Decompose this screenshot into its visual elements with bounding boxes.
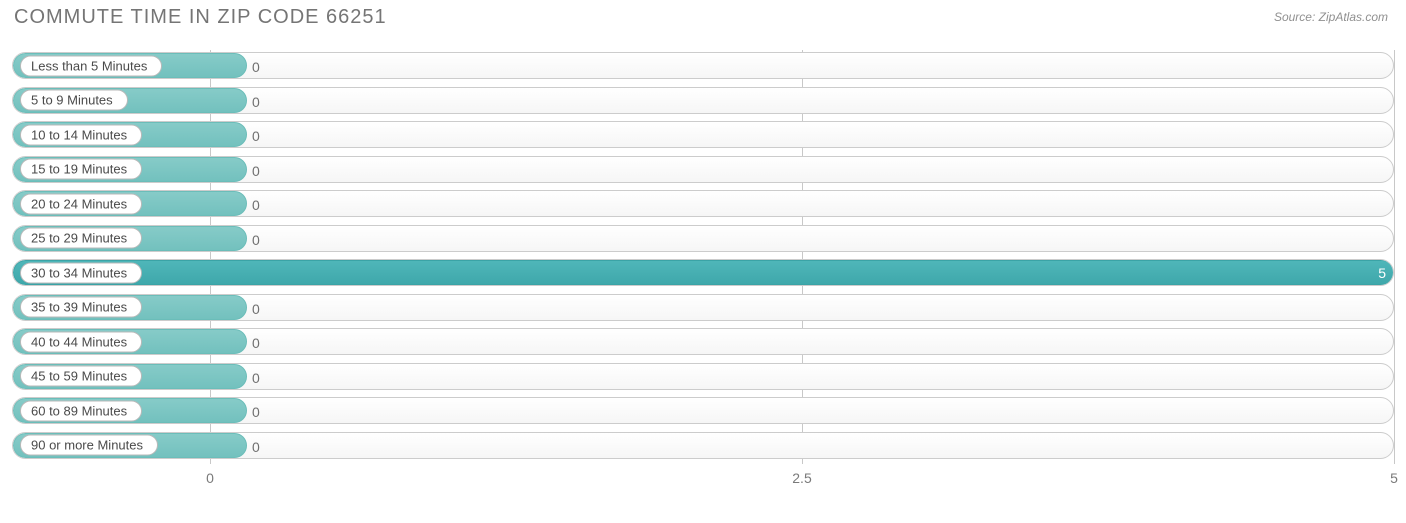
category-pill: 90 or more Minutes	[20, 435, 158, 456]
bar-row: 35 to 39 Minutes 0	[12, 292, 1394, 327]
bar-track: 90 or more Minutes	[12, 432, 1394, 459]
bar-value-label: 5	[1378, 265, 1386, 281]
bar-track: 35 to 39 Minutes	[12, 294, 1394, 321]
bar-fill: 5	[13, 260, 1394, 285]
bar-track: 45 to 59 Minutes	[12, 363, 1394, 390]
chart-title: COMMUTE TIME IN ZIP CODE 66251	[14, 6, 387, 29]
bar-row: 60 to 89 Minutes 0	[12, 395, 1394, 430]
bar-track: Less than 5 Minutes	[12, 52, 1394, 79]
bar-row: 5 to 9 Minutes 0	[12, 85, 1394, 120]
bar-track: 20 to 24 Minutes	[12, 190, 1394, 217]
chart-source: Source: ZipAtlas.com	[1274, 6, 1388, 24]
bar-value-label: 0	[252, 301, 260, 317]
x-tick-label: 2.5	[792, 470, 811, 486]
bar-track: 25 to 29 Minutes	[12, 225, 1394, 252]
bar-value-label: 0	[252, 232, 260, 248]
x-axis: 02.55	[12, 464, 1394, 494]
category-pill: Less than 5 Minutes	[20, 55, 162, 76]
bar-value-label: 0	[252, 197, 260, 213]
bar-row: 25 to 29 Minutes 0	[12, 223, 1394, 258]
chart-container: COMMUTE TIME IN ZIP CODE 66251 Source: Z…	[0, 0, 1406, 523]
bar-track: 40 to 44 Minutes	[12, 328, 1394, 355]
bar-row: 15 to 19 Minutes 0	[12, 154, 1394, 189]
bar-row: Less than 5 Minutes 0	[12, 50, 1394, 85]
category-pill: 45 to 59 Minutes	[20, 366, 142, 387]
chart-header: COMMUTE TIME IN ZIP CODE 66251 Source: Z…	[0, 6, 1406, 42]
bar-track: 15 to 19 Minutes	[12, 156, 1394, 183]
bar-value-label: 0	[252, 439, 260, 455]
bar-value-label: 0	[252, 335, 260, 351]
category-pill: 60 to 89 Minutes	[20, 400, 142, 421]
category-pill: 35 to 39 Minutes	[20, 297, 142, 318]
category-pill: 40 to 44 Minutes	[20, 331, 142, 352]
x-tick-label: 5	[1390, 470, 1398, 486]
bar-row: 45 to 59 Minutes 0	[12, 361, 1394, 396]
category-pill: 5 to 9 Minutes	[20, 90, 128, 111]
x-tick-label: 0	[206, 470, 214, 486]
bar-track: 10 to 14 Minutes	[12, 121, 1394, 148]
category-pill: 25 to 29 Minutes	[20, 228, 142, 249]
category-pill: 20 to 24 Minutes	[20, 193, 142, 214]
bar-value-label: 0	[252, 404, 260, 420]
bar-row: 5 30 to 34 Minutes	[12, 257, 1394, 292]
bar-track: 60 to 89 Minutes	[12, 397, 1394, 424]
gridline	[1394, 50, 1395, 464]
bar-value-label: 0	[252, 59, 260, 75]
bar-track: 5 to 9 Minutes	[12, 87, 1394, 114]
bar-row: 10 to 14 Minutes 0	[12, 119, 1394, 154]
bar-value-label: 0	[252, 128, 260, 144]
bar-value-label: 0	[252, 370, 260, 386]
category-pill: 30 to 34 Minutes	[20, 262, 142, 283]
bars-region: Less than 5 Minutes05 to 9 Minutes010 to…	[12, 50, 1394, 464]
category-pill: 10 to 14 Minutes	[20, 124, 142, 145]
plot-area: Less than 5 Minutes05 to 9 Minutes010 to…	[12, 50, 1394, 494]
bar-value-label: 0	[252, 163, 260, 179]
bar-track: 5 30 to 34 Minutes	[12, 259, 1394, 286]
bar-value-label: 0	[252, 94, 260, 110]
bar-row: 20 to 24 Minutes 0	[12, 188, 1394, 223]
bar-row: 90 or more Minutes 0	[12, 430, 1394, 465]
bar-row: 40 to 44 Minutes 0	[12, 326, 1394, 361]
category-pill: 15 to 19 Minutes	[20, 159, 142, 180]
